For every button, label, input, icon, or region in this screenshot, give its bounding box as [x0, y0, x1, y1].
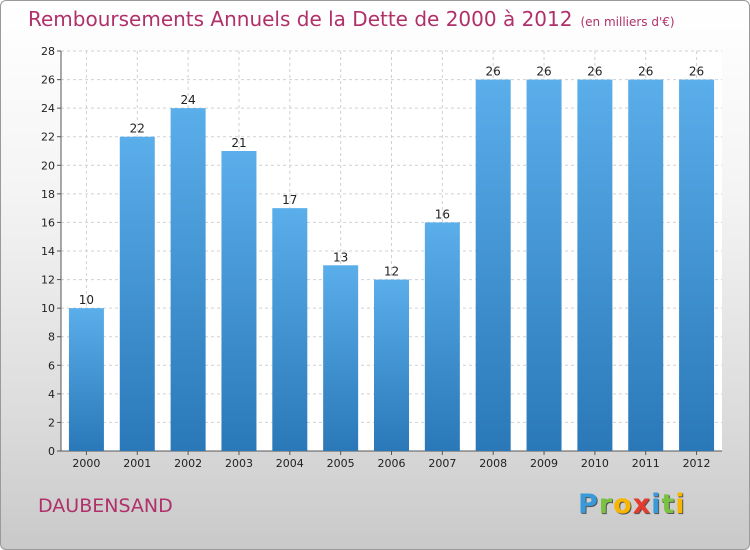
x-tick-label: 2010	[581, 457, 609, 470]
x-tick-label: 2005	[327, 457, 355, 470]
y-tick-label: 22	[41, 131, 55, 144]
data-label-2009: 26	[536, 65, 551, 79]
bar-2008	[475, 79, 511, 452]
title-text: Remboursements Annuels de la Dette de 20…	[28, 7, 573, 31]
chart-unit-subtitle: (en milliers d'€)	[580, 15, 675, 29]
bar-2004	[272, 208, 308, 451]
data-label-2010: 26	[587, 65, 602, 79]
y-tick-label: 4	[48, 388, 55, 401]
chart-title: Remboursements Annuels de la Dette de 20…	[28, 7, 675, 31]
bar-2007	[424, 222, 460, 451]
x-tick-label: 2004	[276, 457, 304, 470]
data-label-2004: 17	[282, 193, 297, 207]
y-tick-label: 20	[41, 159, 55, 172]
logo-letter: t	[661, 489, 676, 520]
bar-2012	[679, 79, 715, 452]
logo-letter: P	[578, 489, 599, 520]
y-tick-label: 8	[48, 331, 55, 344]
data-label-2011: 26	[638, 65, 653, 79]
data-label-2005: 13	[333, 250, 348, 264]
bar-2000	[68, 308, 104, 451]
bars	[68, 79, 715, 452]
logo-letter: o	[613, 489, 633, 520]
data-label-2003: 21	[231, 136, 246, 150]
bar-2006	[374, 279, 409, 451]
y-tick-label: 0	[48, 445, 55, 458]
y-tick-label: 16	[41, 216, 55, 229]
data-label-2000: 10	[79, 293, 94, 307]
x-tick-label: 2009	[530, 457, 558, 470]
y-tick-label: 2	[48, 416, 55, 429]
y-tick-label: 6	[48, 359, 55, 372]
y-tick-label: 14	[41, 245, 55, 258]
x-tick-label: 2011	[632, 457, 660, 470]
data-label-2002: 24	[180, 93, 195, 107]
y-tick-label: 24	[41, 102, 55, 115]
data-label-2001: 22	[130, 122, 145, 136]
bar-2002	[170, 108, 206, 452]
x-tick-label: 2008	[479, 457, 507, 470]
logo-letter: r	[598, 489, 614, 520]
y-tick-label: 10	[41, 302, 55, 315]
data-label-2006: 12	[384, 265, 399, 279]
bar-2011	[628, 79, 664, 452]
x-tick-label: 2002	[174, 457, 202, 470]
labels: 10 2000 22 2001 24 2002 21 2003 17 2004 13 2005 12 20…	[72, 65, 710, 470]
y-tick-label: 26	[41, 74, 55, 87]
logo-letter: x	[632, 489, 652, 520]
x-tick-label: 2003	[225, 457, 253, 470]
bar-2001	[119, 136, 155, 451]
y-tick-label: 12	[41, 274, 55, 287]
data-label-2008: 26	[486, 65, 501, 79]
bar-2009	[526, 79, 562, 452]
y-tick-label: 28	[41, 45, 55, 58]
bar-2003	[221, 151, 257, 451]
x-tick-label: 2006	[378, 457, 406, 470]
data-label-2012: 26	[689, 65, 704, 79]
data-label-2007: 16	[435, 207, 450, 221]
x-tick-label: 2012	[683, 457, 711, 470]
logo-letter: i	[651, 489, 662, 520]
commune-name: DAUBENSAND	[38, 495, 173, 517]
x-tick-label: 2000	[72, 457, 100, 470]
x-tick-label: 2001	[123, 457, 151, 470]
bar-2005	[323, 265, 359, 451]
bar-2010	[577, 79, 613, 452]
logo-letter: i	[675, 489, 686, 520]
proxiti-logo: Proxiti	[578, 489, 686, 520]
y-tick-label: 18	[41, 188, 55, 201]
x-tick-label: 2007	[428, 457, 456, 470]
